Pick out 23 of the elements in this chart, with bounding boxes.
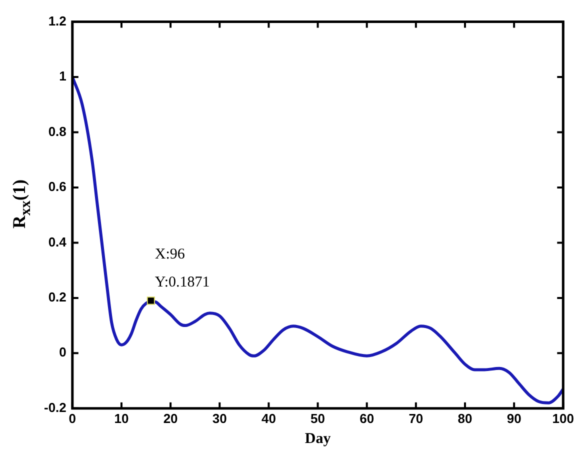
x-tick-label: 10 (114, 410, 129, 426)
x-axis-title: Day (304, 430, 332, 447)
y-tick-label: 0.6 (48, 179, 66, 194)
x-tick-label: 70 (408, 410, 424, 426)
y-tick-label: 0 (59, 344, 66, 360)
x-tick-label: 60 (360, 410, 374, 426)
x-tick-label: 80 (458, 410, 472, 426)
x-tick-label: 50 (310, 410, 326, 426)
y-tick-label: 0.4 (48, 234, 68, 250)
annotation: Y:0.1871 (154, 274, 210, 291)
x-tick-label: 40 (261, 410, 276, 426)
y-tick-label: -0.2 (44, 400, 66, 415)
x-tick-label: 90 (506, 410, 522, 426)
line-series (72, 76, 564, 404)
y-tick-label: 1.2 (48, 13, 66, 28)
annotation: X:96 (154, 246, 186, 263)
x-tick-label: 30 (212, 410, 227, 426)
y-tick-label: 1 (59, 68, 66, 84)
x-tick-label: 100 (552, 410, 574, 426)
y-tick-label: 0.2 (48, 290, 66, 305)
y-tick-label: 0.8 (48, 124, 66, 139)
x-tick-label: 0 (68, 410, 76, 426)
x-tick-label: 20 (163, 410, 178, 426)
